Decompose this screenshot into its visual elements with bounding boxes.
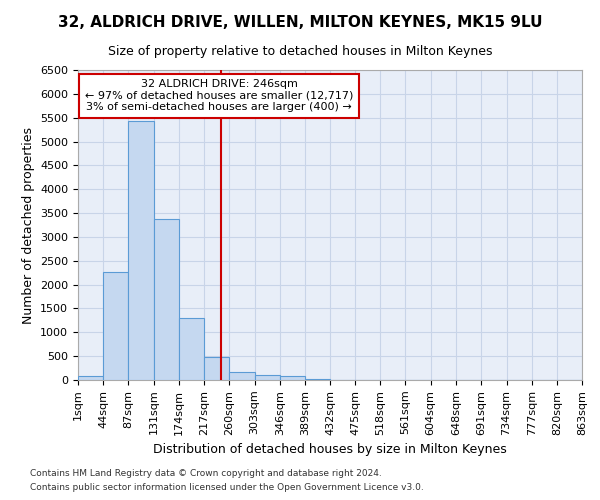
Bar [204,356,229,380]
Text: 32, ALDRICH DRIVE, WILLEN, MILTON KEYNES, MK15 9LU: 32, ALDRICH DRIVE, WILLEN, MILTON KEYNES… [58,15,542,30]
Text: Size of property relative to detached houses in Milton Keynes: Size of property relative to detached ho… [108,45,492,58]
Text: Contains public sector information licensed under the Open Government Licence v3: Contains public sector information licen… [30,484,424,492]
Bar [254,375,280,380]
Bar [229,372,254,380]
Bar [128,121,154,380]
Bar [154,219,179,380]
Bar [103,272,128,380]
Bar [179,318,204,380]
Bar [280,376,305,380]
Bar [78,376,103,380]
Text: 32 ALDRICH DRIVE: 246sqm
← 97% of detached houses are smaller (12,717)
3% of sem: 32 ALDRICH DRIVE: 246sqm ← 97% of detach… [85,80,353,112]
Y-axis label: Number of detached properties: Number of detached properties [22,126,35,324]
X-axis label: Distribution of detached houses by size in Milton Keynes: Distribution of detached houses by size … [153,443,507,456]
Bar [305,379,330,380]
Text: Contains HM Land Registry data © Crown copyright and database right 2024.: Contains HM Land Registry data © Crown c… [30,468,382,477]
